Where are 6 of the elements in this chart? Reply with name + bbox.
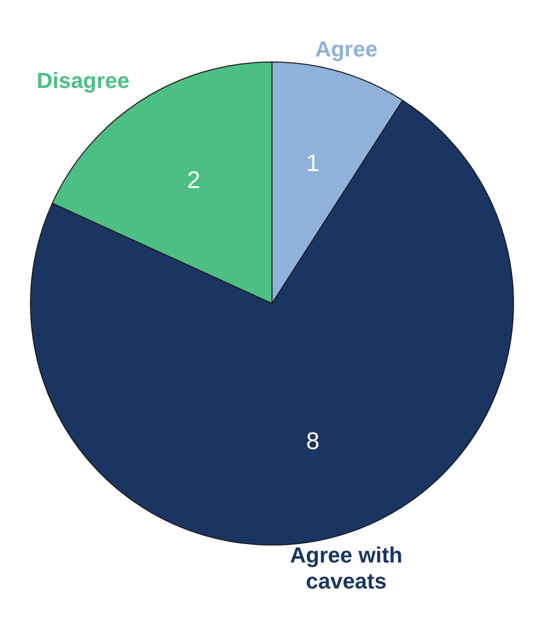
slice-label: Agree with caveats <box>290 542 402 594</box>
data-label: 8 <box>306 428 320 456</box>
data-label: 1 <box>306 150 320 178</box>
slice-label: Agree <box>315 36 378 62</box>
data-label: 2 <box>186 167 200 194</box>
slice-label: Disagree <box>36 68 130 93</box>
